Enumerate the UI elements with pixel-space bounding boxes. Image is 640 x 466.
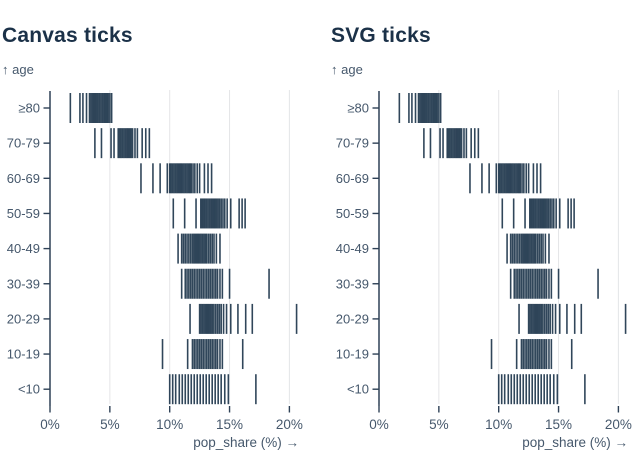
strip-plot-canvas: ≥80 70-79 60-69 50-59 40-49 30-39 20-29 10-19 <1… [7, 90, 303, 450]
strip-row-60-69 [140, 163, 213, 194]
strip-plot-svg: ≥80 70-79 60-69 50-59 40-49 30-39 20-29 10-19 <1… [336, 90, 632, 450]
y-tick-label: <10 [18, 382, 40, 397]
strip-row-≥80 [69, 93, 113, 123]
x-tick-label: 15% [545, 417, 572, 432]
x-tick-label: 10% [156, 417, 183, 432]
y-tick-label: 40-49 [7, 241, 40, 256]
y-tick-label: 10-19 [336, 347, 369, 362]
y-tick-label: 10-19 [7, 347, 40, 362]
strip-row-≥80 [398, 93, 442, 123]
y-tick-label: 50-59 [336, 206, 369, 221]
x-tick-label: 5% [429, 417, 449, 432]
strip-row-20-29 [518, 303, 627, 334]
y-tick-label: ≥80 [18, 101, 40, 116]
y-tick-label: 60-69 [7, 171, 40, 186]
strip-row-20-29 [189, 303, 298, 334]
y-tick-label: 20-29 [336, 311, 369, 326]
y-tick-label: 40-49 [336, 241, 369, 256]
y-tick-label: 30-39 [336, 276, 369, 291]
x-tick-label: 0% [369, 417, 389, 432]
y-axis-label: ↑ age [2, 62, 34, 77]
strip-row-50-59 [172, 198, 246, 229]
y-tick-label: 70-79 [336, 136, 369, 151]
strip-row-70-79 [94, 128, 151, 159]
x-tick-label: 0% [40, 417, 60, 432]
y-tick-label: ≥80 [347, 101, 369, 116]
strip-row-10-19 [490, 339, 573, 370]
strip-row-<10 [497, 374, 586, 405]
strip-row-40-49 [177, 233, 221, 264]
strip-row-50-59 [501, 198, 575, 229]
y-tick-label: 30-39 [7, 276, 40, 291]
y-tick-label: 60-69 [336, 171, 369, 186]
y-tick-label: 50-59 [7, 206, 40, 221]
y-axis-label: ↑ age [331, 62, 363, 77]
x-tick-label: 10% [485, 417, 512, 432]
strip-row-30-39 [180, 268, 270, 299]
x-axis-title: pop_share (%) → [522, 435, 628, 450]
strip-row-60-69 [469, 163, 542, 194]
chart-title: Canvas ticks [2, 24, 133, 47]
y-tick-label: <10 [347, 382, 369, 397]
x-tick-label: 15% [216, 417, 243, 432]
strip-row-10-19 [161, 339, 244, 370]
x-tick-label: 5% [100, 417, 120, 432]
y-tick-label: 70-79 [7, 136, 40, 151]
strip-row-40-49 [506, 233, 550, 264]
x-axis-title: pop_share (%) → [193, 435, 299, 450]
svg-ticks-chart: SVG ticks ↑ age ≥80 70-79 60-69 50-59 40-49 3… [329, 0, 640, 466]
canvas-ticks-chart: Canvas ticks ↑ age ≥80 70-79 60-69 50-59 40-… [0, 0, 311, 466]
strip-row-30-39 [509, 268, 599, 299]
y-tick-label: 20-29 [7, 311, 40, 326]
x-tick-label: 20% [276, 417, 303, 432]
x-tick-label: 20% [605, 417, 632, 432]
chart-title: SVG ticks [331, 24, 431, 47]
strip-row-<10 [168, 374, 257, 405]
strip-row-70-79 [423, 128, 480, 159]
